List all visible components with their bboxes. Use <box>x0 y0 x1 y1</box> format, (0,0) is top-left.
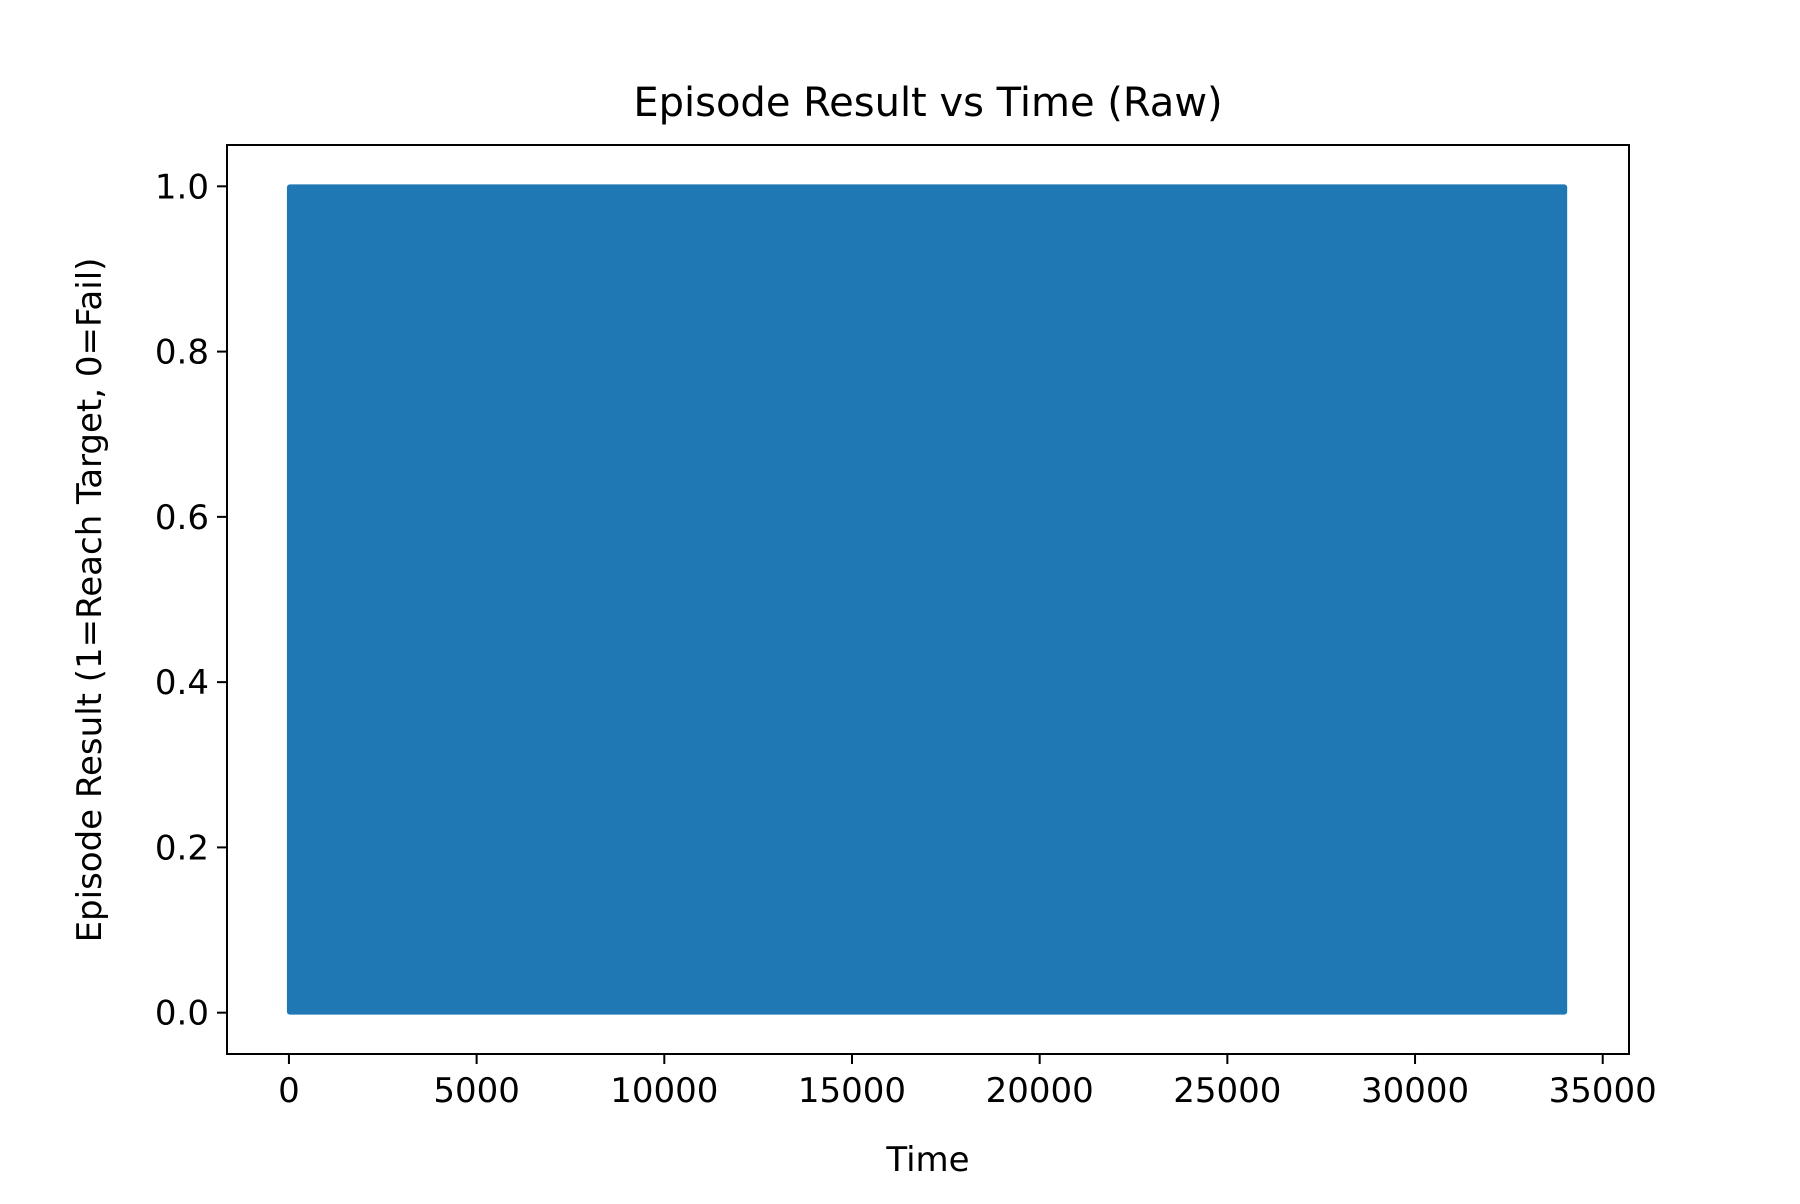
y-tick-label: 1.0 <box>155 167 209 207</box>
y-tick-label: 0.6 <box>155 498 209 538</box>
x-tick-label: 30000 <box>1361 1071 1469 1111</box>
x-tick-layer: 0 5000 10000 15000 20000 25000 30000 35000 <box>278 1054 1657 1111</box>
x-tick-label: 10000 <box>610 1071 718 1111</box>
x-tick-label: 5000 <box>433 1071 520 1111</box>
y-tick-layer: 0.0 0.2 0.4 0.6 0.8 1.0 <box>155 167 227 1034</box>
axes-frame <box>226 144 1630 1055</box>
y-tick-label: 0.8 <box>155 333 209 373</box>
series-layer <box>286 184 1568 1015</box>
x-tick-label: 25000 <box>1173 1071 1281 1111</box>
y-tick-label: 0.4 <box>155 663 209 703</box>
series-line-1 <box>286 184 1568 1015</box>
y-tick-label: 0.0 <box>155 994 209 1034</box>
x-tick-label: 0 <box>278 1071 300 1111</box>
y-tick-label: 0.2 <box>155 828 209 868</box>
chart-title: Episode Result vs Time (Raw) <box>633 80 1222 126</box>
x-tick-label: 35000 <box>1549 1071 1657 1111</box>
y-axis-label: Episode Result (1=Reach Target, 0=Fail) <box>70 258 110 943</box>
x-axis-label: Time <box>885 1140 969 1180</box>
x-tick-label: 15000 <box>798 1071 906 1111</box>
x-tick-label: 20000 <box>986 1071 1094 1111</box>
